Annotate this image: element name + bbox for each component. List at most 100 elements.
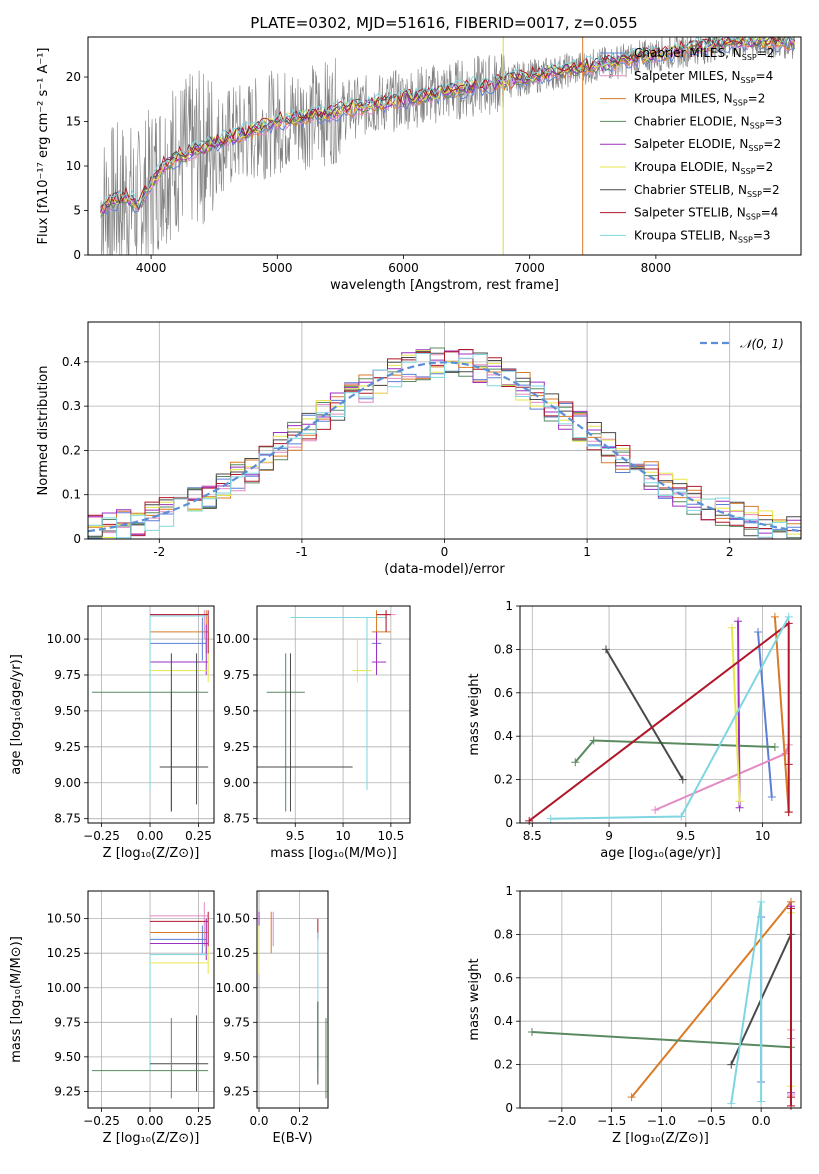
x-axis-label: Z [log₁₀(Z/Z⊙)] xyxy=(612,1131,709,1146)
x-tick-label: −2.0 xyxy=(547,1114,576,1128)
x-axis-label: wavelength [Angstrom, rest frame] xyxy=(330,278,559,293)
y-tick-label: 10 xyxy=(66,159,81,173)
y-tick-label: 9.25 xyxy=(223,1084,250,1098)
y-tick-label: 9.75 xyxy=(223,1015,250,1029)
x-tick-label: -2 xyxy=(153,545,165,559)
legend-label: Salpeter STELIB, NSSP=4 xyxy=(634,206,778,222)
age-vs-mass-plot-area xyxy=(257,610,396,812)
legend-label: Salpeter MILES, NSSP=4 xyxy=(634,69,773,85)
legend-label: Salpeter ELODIE, NSSP=2 xyxy=(634,137,781,153)
mass-weight-point xyxy=(601,645,610,654)
mass-vs-Z-plot-area xyxy=(91,902,209,1099)
y-tick-label: 0.6 xyxy=(494,686,513,700)
mass-weight-point xyxy=(784,612,793,621)
y-tick-label: 9.75 xyxy=(54,668,81,682)
y-tick-label: 9.50 xyxy=(54,704,81,718)
mass-weight-point xyxy=(727,623,736,632)
x-tick-label: 0.0 xyxy=(752,1114,771,1128)
y-tick-label: 10.50 xyxy=(216,912,250,926)
y-tick-label: 8.75 xyxy=(54,812,81,826)
legend-label: Chabrier MILES, NSSP=2 xyxy=(634,46,774,62)
mass-weight-point xyxy=(770,612,779,621)
x-axis-label: Z [log₁₀(Z/Z⊙)] xyxy=(103,846,200,861)
x-tick-label: 0.0 xyxy=(249,1114,268,1128)
mass-weight-point xyxy=(734,617,743,626)
x-tick-label: 4000 xyxy=(136,261,167,275)
mass-weight-point xyxy=(787,1101,796,1110)
mass-weight-point xyxy=(727,1099,736,1108)
mass-weight-point xyxy=(757,897,766,906)
mass-weight-point xyxy=(546,814,555,823)
legend-label: 𝒩(0, 1) xyxy=(740,337,784,351)
mass-weight-line xyxy=(528,621,790,822)
y-tick-label: 1 xyxy=(505,884,513,898)
residuals-plot-area xyxy=(88,347,801,539)
x-tick-label: 2 xyxy=(726,545,734,559)
y-tick-label: 5 xyxy=(73,204,81,218)
x-tick-label: 0.2 xyxy=(290,1114,309,1128)
y-tick-label: 9.00 xyxy=(223,776,250,790)
x-tick-label: -1 xyxy=(296,545,308,559)
y-tick-label: 10.00 xyxy=(47,632,81,646)
x-tick-label: 0 xyxy=(441,545,449,559)
y-tick-label: 0.6 xyxy=(494,971,513,985)
legend-label: Kroupa MILES, NSSP=2 xyxy=(634,92,765,108)
legend-label: Kroupa ELODIE, NSSP=2 xyxy=(634,160,773,176)
y-tick-label: 0.3 xyxy=(62,399,81,413)
axes-frame xyxy=(87,890,215,1109)
residual-histogram-step xyxy=(88,353,801,539)
x-tick-label: 0.00 xyxy=(137,1114,164,1128)
x-tick-label: −0.25 xyxy=(83,829,120,843)
mass-weight-point xyxy=(727,1060,736,1069)
mass-weight-point xyxy=(784,760,793,769)
y-tick-label: 1 xyxy=(505,599,513,613)
x-tick-label: 10 xyxy=(755,829,770,843)
y-axis-label: mass weight xyxy=(467,673,482,755)
axes-frame xyxy=(87,36,802,256)
mass-weight-point xyxy=(787,904,796,913)
y-tick-label: 10.00 xyxy=(216,981,250,995)
mass-weight-line xyxy=(574,739,775,763)
mass-weight-line xyxy=(605,648,684,781)
age-vs-mass-panel: 9.5 10 10.5 8.75 9.00 9.25 9.50 9.75 10.00 mass [… xyxy=(216,605,411,861)
spectrum-plot-area xyxy=(100,37,796,255)
mass-weight-point xyxy=(770,743,779,752)
x-tick-label: 5000 xyxy=(262,261,293,275)
mass-weight-point xyxy=(767,792,776,801)
y-tick-label: 9.50 xyxy=(223,704,250,718)
x-tick-label: 9.5 xyxy=(286,829,305,843)
y-tick-label: 9.50 xyxy=(54,1050,81,1064)
y-axis-label: Flux [fλ10⁻¹⁷ erg cm⁻² s⁻¹ A⁻¹] xyxy=(36,48,51,245)
mass-weight-point xyxy=(651,805,660,814)
x-tick-label: 9 xyxy=(605,829,613,843)
x-axis-label: (data-model)/error xyxy=(384,562,505,577)
x-tick-label: 9.5 xyxy=(676,829,695,843)
y-tick-label: 9.75 xyxy=(223,668,250,682)
y-tick-label: 9.00 xyxy=(54,776,81,790)
y-tick-label: 0 xyxy=(73,532,81,546)
y-tick-label: 0.4 xyxy=(62,355,81,369)
age-vs-Z-plot-area xyxy=(91,610,209,812)
mass-weight-point xyxy=(527,1028,536,1037)
y-tick-label: 0.2 xyxy=(62,443,81,457)
mass-vs-ebv-plot-area xyxy=(258,911,327,1099)
x-tick-label: −1.0 xyxy=(647,1114,676,1128)
legend-label: Chabrier ELODIE, NSSP=3 xyxy=(634,114,782,130)
mass-weight-line xyxy=(730,901,763,1104)
y-tick-label: 10.00 xyxy=(216,632,250,646)
weight-vs-age-panel: 8.5 9 9.5 10 0 0.2 0.4 0.6 0.8 1 age [log₁₀(age/yr… xyxy=(467,599,802,861)
y-tick-label: 9.50 xyxy=(223,1050,250,1064)
model-spectrum-line xyxy=(100,37,794,208)
y-tick-label: 0.4 xyxy=(494,1014,513,1028)
mass-weight-point xyxy=(787,1093,796,1102)
x-axis-label: E(B-V) xyxy=(272,1131,312,1146)
x-tick-label: 10.5 xyxy=(378,829,405,843)
axes-frame xyxy=(256,605,411,824)
x-tick-label: 6000 xyxy=(388,261,419,275)
normal-curve xyxy=(88,361,801,533)
x-tick-label: 1 xyxy=(583,545,591,559)
weight-vs-Z-panel: −2.0 −1.5 −1.0 −0.5 0.0 0 0.2 0.4 0.6 0.8 1 Z [log₁… xyxy=(467,884,802,1146)
spectrum-panel: 4000 5000 6000 7000 8000 0 5 10 15 20 wavelength [… xyxy=(36,36,802,293)
y-tick-label: 20 xyxy=(66,70,81,84)
